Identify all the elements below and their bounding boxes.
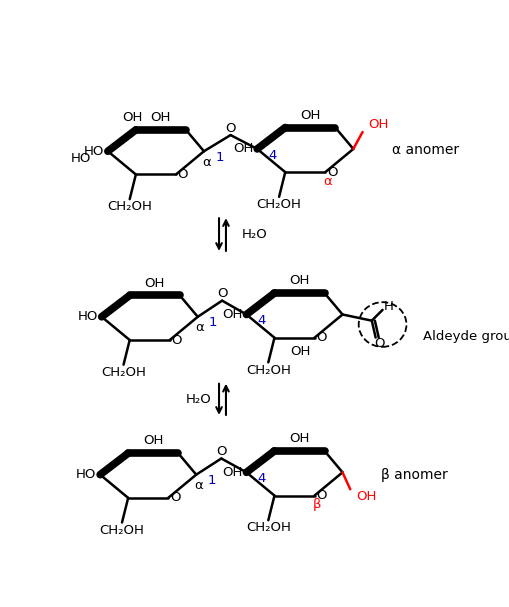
- Text: O: O: [177, 168, 188, 181]
- Text: O: O: [216, 287, 227, 300]
- Text: OH: OH: [222, 466, 242, 479]
- Text: CH₂OH: CH₂OH: [107, 200, 152, 213]
- Text: O: O: [171, 333, 182, 347]
- Text: HO: HO: [83, 144, 104, 158]
- Text: OH: OH: [233, 143, 253, 155]
- Text: H: H: [383, 299, 393, 313]
- Text: OH: OH: [289, 432, 309, 445]
- Text: CH₂OH: CH₂OH: [99, 524, 144, 537]
- Text: HO: HO: [77, 310, 98, 324]
- Text: OH: OH: [143, 435, 163, 447]
- Text: OH: OH: [144, 277, 164, 290]
- Text: α: α: [202, 155, 210, 169]
- Text: 1: 1: [209, 316, 217, 330]
- Text: O: O: [316, 489, 326, 502]
- Text: OH: OH: [368, 118, 388, 131]
- Text: 4: 4: [257, 314, 266, 327]
- Text: OH: OH: [289, 345, 309, 358]
- Text: CH₂OH: CH₂OH: [101, 366, 146, 379]
- Text: CH₂OH: CH₂OH: [256, 198, 301, 211]
- Text: CH₂OH: CH₂OH: [245, 364, 290, 376]
- Text: HO: HO: [70, 152, 91, 166]
- Text: O: O: [326, 166, 337, 178]
- Text: 4: 4: [268, 149, 276, 161]
- Text: O: O: [216, 445, 226, 458]
- Text: 4: 4: [257, 472, 266, 485]
- Text: OH: OH: [299, 109, 320, 121]
- Text: 1: 1: [215, 151, 223, 164]
- Text: O: O: [316, 331, 326, 344]
- Text: O: O: [169, 492, 180, 504]
- Text: OH: OH: [150, 111, 171, 124]
- Text: β anomer: β anomer: [380, 468, 446, 482]
- Text: H₂O: H₂O: [185, 393, 211, 406]
- Text: OH: OH: [289, 274, 309, 287]
- Text: H₂O: H₂O: [242, 228, 267, 241]
- Text: OH: OH: [122, 111, 142, 124]
- Text: O: O: [225, 121, 235, 135]
- Text: OH: OH: [356, 490, 376, 503]
- Text: 1: 1: [207, 474, 215, 487]
- Text: β: β: [312, 498, 321, 511]
- Text: CH₂OH: CH₂OH: [245, 521, 290, 534]
- Text: α anomer: α anomer: [391, 143, 459, 157]
- Text: OH: OH: [222, 308, 242, 321]
- Text: α: α: [194, 479, 203, 492]
- Text: HO: HO: [76, 468, 96, 481]
- Text: O: O: [374, 337, 384, 350]
- Text: Aldeyde group: Aldeyde group: [422, 330, 509, 342]
- Text: α: α: [195, 321, 204, 334]
- Text: α: α: [323, 175, 331, 188]
